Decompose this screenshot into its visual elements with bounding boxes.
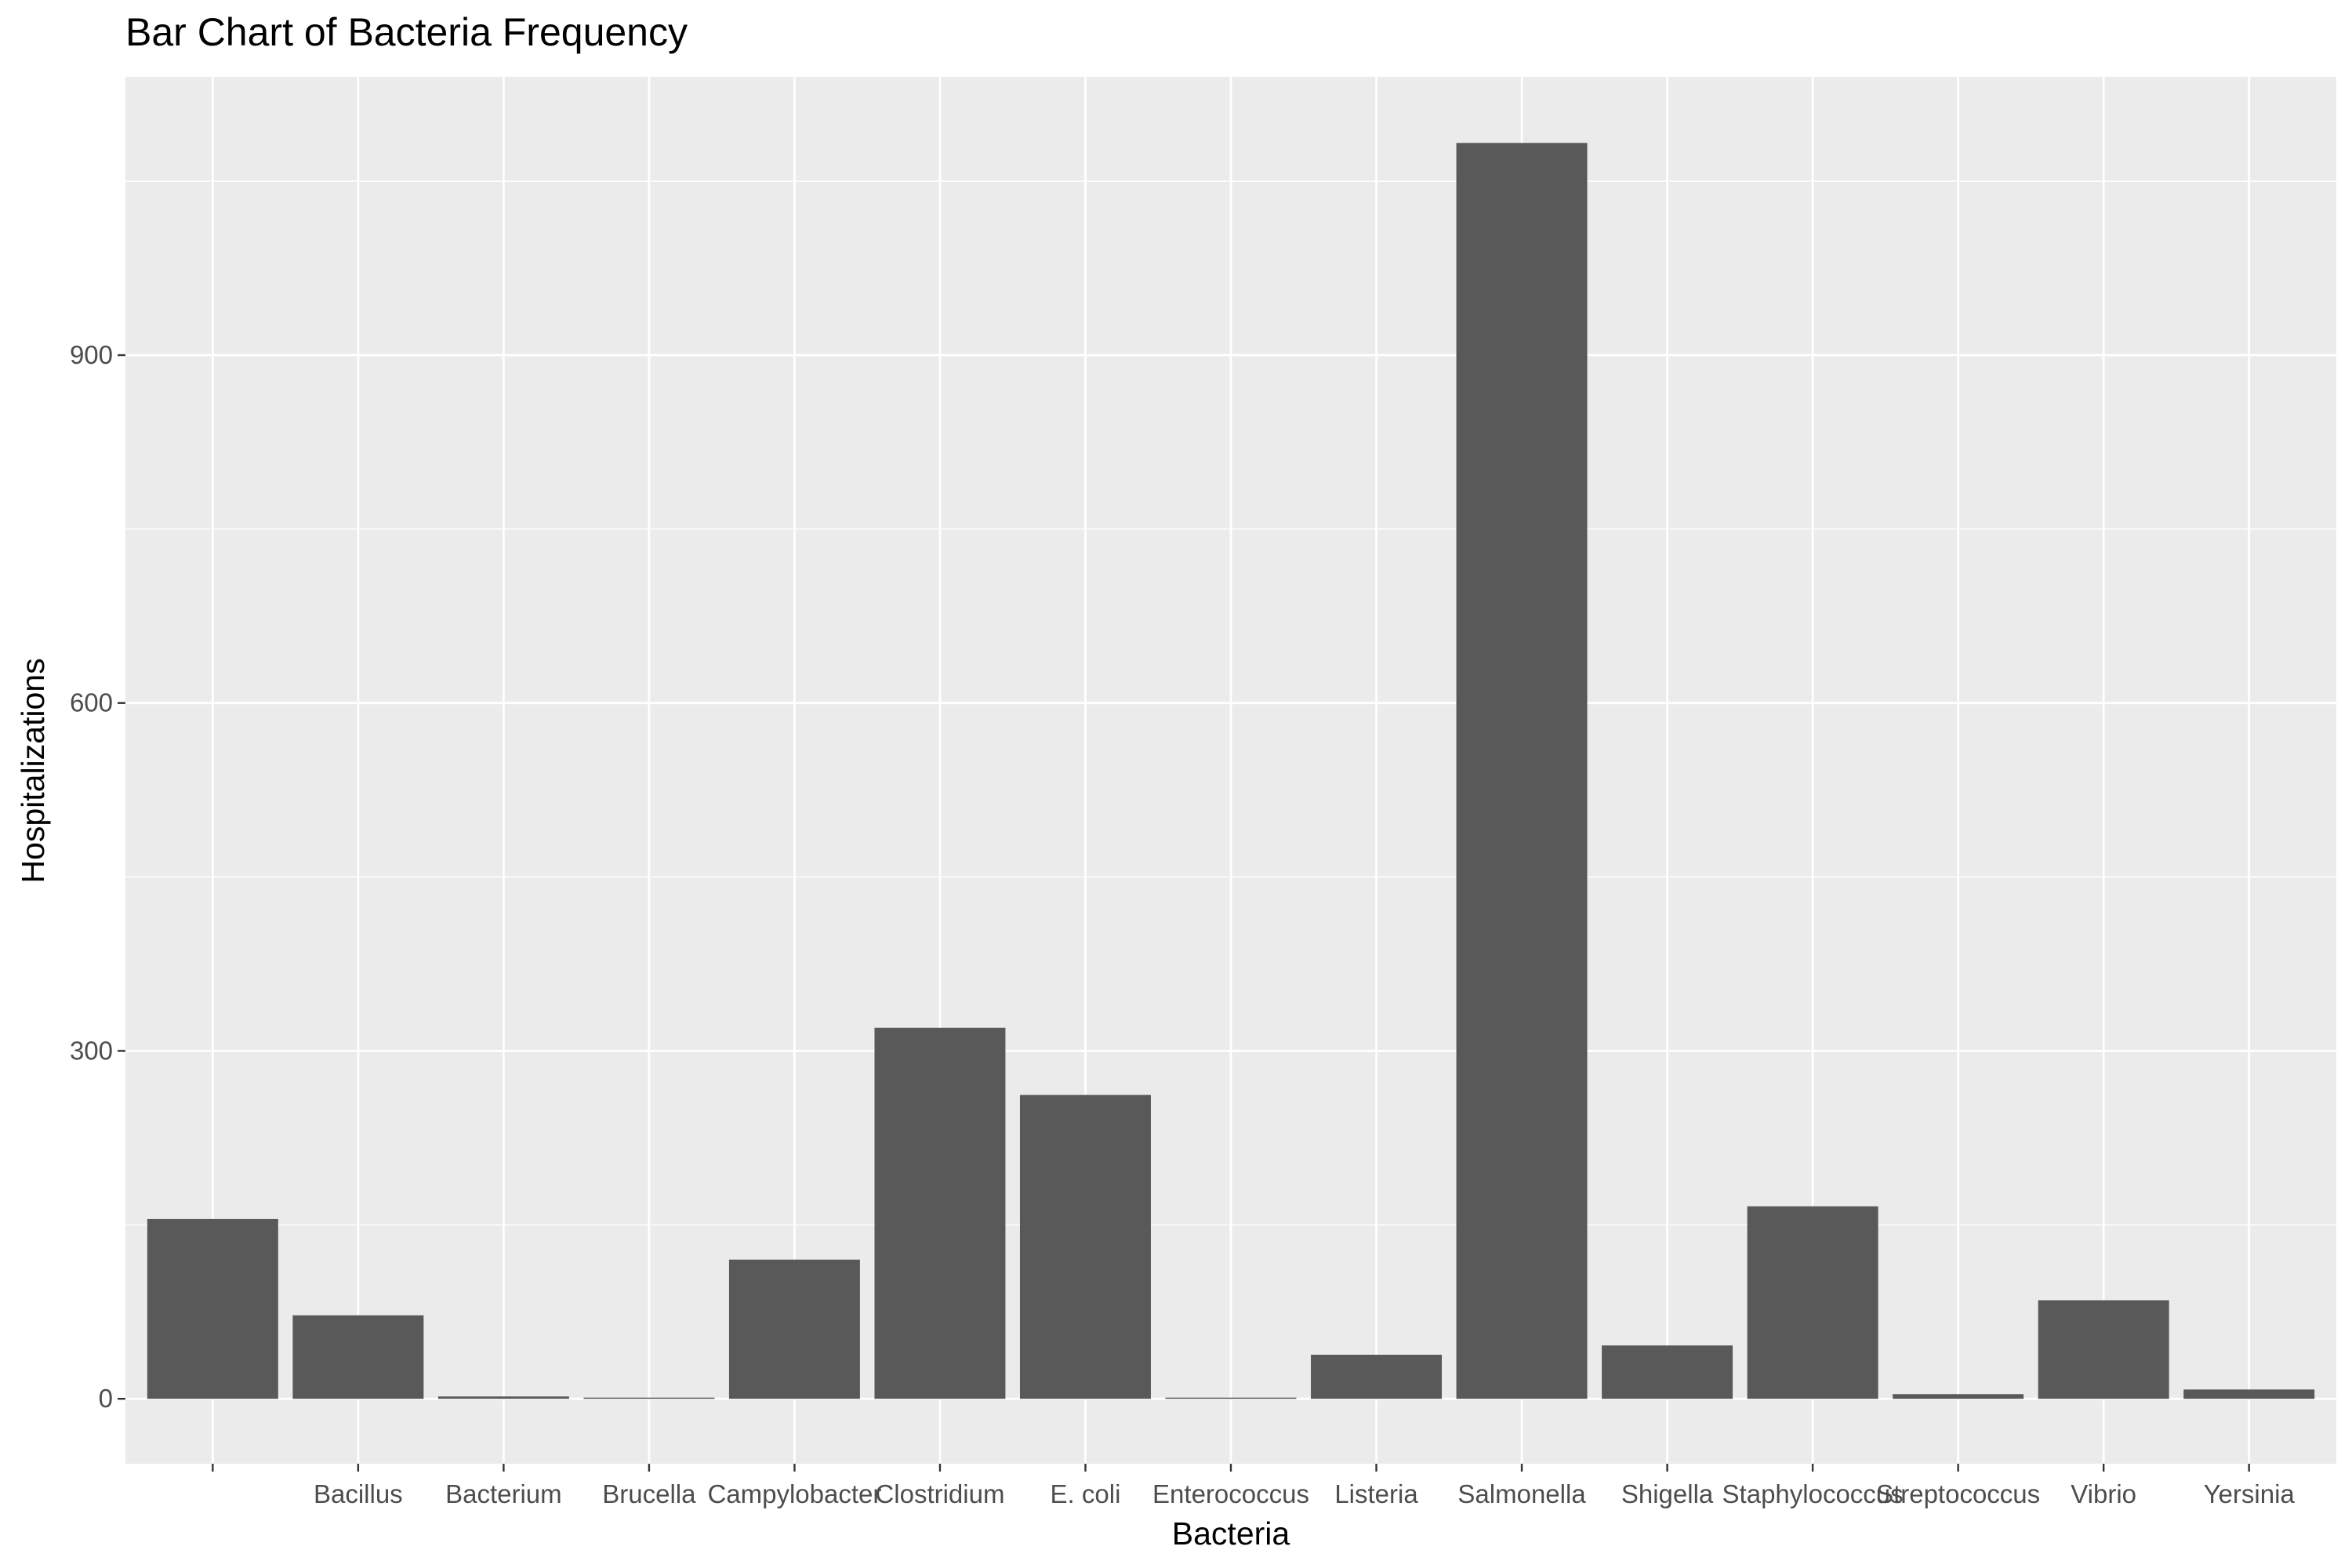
- bar: [583, 1397, 715, 1399]
- bar: [437, 1396, 569, 1399]
- x-tick-label: Brucella: [602, 1479, 696, 1508]
- x-axis-title: Bacteria: [1172, 1515, 1290, 1552]
- y-axis: 0 300 600 900: [70, 340, 125, 1413]
- x-tick-label: Streptococcus: [1876, 1479, 2040, 1508]
- bar: [147, 1218, 278, 1399]
- bar: [874, 1027, 1006, 1399]
- x-tick-label: Staphylococcus: [1722, 1479, 1904, 1508]
- bar: [1456, 143, 1588, 1399]
- x-tick-label: Yersinia: [2204, 1479, 2296, 1508]
- bars: [147, 143, 2315, 1399]
- x-tick-label: Bacillus: [314, 1479, 403, 1508]
- x-tick-label: Campylobacter: [707, 1479, 881, 1508]
- x-tick-label: Salmonella: [1457, 1479, 1586, 1508]
- x-tick-label: Listeria: [1334, 1479, 1418, 1508]
- x-tick-label: Shigella: [1621, 1479, 1714, 1508]
- y-tick-label: 0: [99, 1384, 113, 1413]
- bar: [1019, 1094, 1151, 1399]
- bar: [1311, 1354, 1443, 1399]
- bar: [2038, 1300, 2169, 1399]
- bar: [1602, 1345, 1733, 1399]
- y-tick-label: 300: [70, 1036, 113, 1065]
- bar: [2183, 1389, 2315, 1399]
- bar: [728, 1259, 860, 1399]
- chart-title: Bar Chart of Bacteria Frequency: [125, 10, 688, 54]
- y-tick-label: 900: [70, 340, 113, 369]
- bar: [1893, 1394, 2024, 1399]
- bar: [1165, 1397, 1297, 1399]
- x-tick-label: Clostridium: [875, 1479, 1004, 1508]
- bar: [292, 1315, 424, 1399]
- y-tick-label: 600: [70, 688, 113, 717]
- x-tick-label: Enterococcus: [1152, 1479, 1309, 1508]
- x-tick-label: Bacterium: [445, 1479, 562, 1508]
- x-axis: Bacillus Bacterium Brucella CampylobacterCl…: [212, 1464, 2295, 1508]
- bar: [1747, 1206, 1878, 1399]
- y-axis-title: Hospitalizations: [15, 658, 51, 883]
- x-tick-label: Vibrio: [2071, 1479, 2136, 1508]
- x-tick-label: E. coli: [1051, 1479, 1121, 1508]
